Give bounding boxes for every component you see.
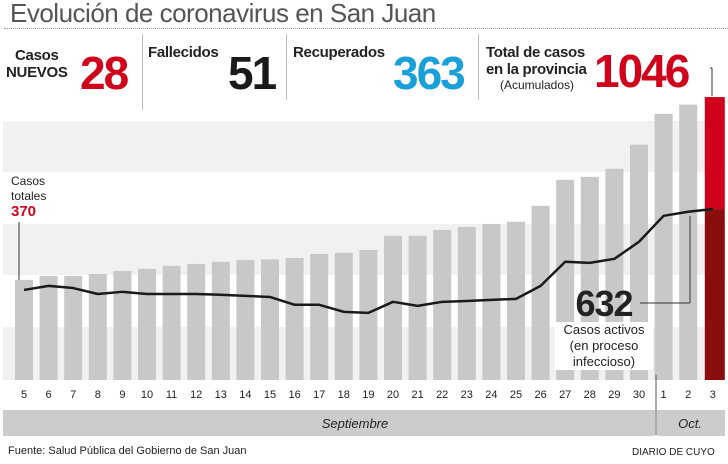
bar [187,263,206,380]
bar [64,275,83,380]
stat-label: NUEVOS [6,64,68,81]
x-tick-label: 21 [411,389,423,401]
x-tick-label: 14 [239,389,251,401]
stat-recovered: Recuperados [293,44,385,61]
x-tick-label: 19 [362,389,374,401]
divider [286,34,287,100]
annotation-line: (en proceso [569,338,639,353]
annotation-value: 370 [11,203,37,220]
x-tick-label: 2 [685,389,691,401]
annotation-line: infeccioso) [572,354,636,369]
x-tick-label: 24 [485,389,497,401]
month-band-october [657,410,725,436]
x-tick-label: 20 [387,389,399,401]
stat-note: (Acumulados) [500,78,575,92]
x-tick-label: 27 [559,389,571,401]
divider [478,34,479,100]
bar [15,279,33,380]
x-tick-label: 29 [608,389,620,401]
x-tick-label: 30 [633,389,645,401]
annotation-line: Casos activos [563,322,645,337]
x-tick-label: 13 [215,389,227,401]
bar [211,261,230,380]
stat-new-value: 28 [80,47,129,99]
stat-new-cases: Casos NUEVOS [6,47,68,81]
bar [236,259,255,380]
x-tick-label: 26 [534,389,546,401]
stat-label: Recuperados [293,44,385,61]
bar [457,226,476,380]
x-tick-label: 1 [661,389,667,401]
bar [679,104,698,381]
x-tick-label: 15 [264,389,276,401]
title-divider [4,28,728,29]
stat-total-value: 1046 [594,45,690,97]
stat-label: Total de casos [486,44,585,61]
bar [507,221,525,380]
background-band [3,121,725,172]
x-tick-label: 12 [190,389,202,401]
month-band-september [3,410,655,436]
active-cases-line [23,207,713,315]
x-tick-label: 6 [46,389,52,401]
x-tick-label: 28 [584,389,596,401]
bar [531,205,550,380]
x-tick-label: 16 [288,389,300,401]
x-tick-label: 7 [70,389,76,401]
chart-title: Evolución de coronavirus en San Juan [10,0,436,28]
first-annotation: Casos totales 370 [11,174,46,219]
annotation-value: 632 [575,283,633,324]
stat-deaths: Fallecidos [148,44,219,61]
x-tick-label: 8 [95,389,101,401]
bar [482,223,501,380]
x-tick-label: 23 [461,389,473,401]
stat-label: Casos [15,47,59,64]
bar [630,144,648,380]
bar [113,270,132,380]
bar [384,235,402,380]
month-label: Septiembre [322,416,388,431]
brand-text: DIARIO DE CUYO [632,447,715,458]
active-annotation: 632 Casos activos (en proceso infeccioso… [555,286,653,370]
x-tick-label: 9 [119,389,125,401]
x-tick-label: 17 [313,389,325,401]
bar [654,113,673,380]
bar [261,259,279,380]
x-tick-label: 18 [338,389,350,401]
annotation-text: Casos activos (en proceso infeccioso) [555,322,653,370]
x-tick-label: 10 [141,389,153,401]
bar [138,268,156,380]
bar [285,258,304,380]
stat-label: en la provincia [486,61,587,78]
bar-active [704,209,725,380]
x-tick-label: 3 [710,389,716,401]
bar [39,275,58,380]
stat-deaths-value: 51 [228,47,277,99]
bar [88,273,107,380]
bar [334,252,353,380]
bar [162,265,181,380]
x-tick-label: 22 [436,389,448,401]
source-text: Fuente: Salud Pública del Gobierno de Sa… [8,445,247,457]
annotation-text: Casos [11,174,46,188]
stat-total: Total de casos en la provincia (Acumulad… [486,44,587,92]
x-tick-label: 25 [510,389,522,401]
x-tick-label: 5 [21,389,27,401]
bar [359,249,378,380]
month-label: Oct. [678,416,702,431]
divider [142,34,143,110]
bar [310,253,329,380]
bar-total-new [704,97,725,210]
annotation-text: totales [11,189,47,203]
stat-recovered-value: 363 [393,47,466,99]
stat-label: Fallecidos [148,44,219,61]
bar [433,229,452,380]
x-tick-label: 11 [166,389,177,401]
bar [408,235,427,380]
